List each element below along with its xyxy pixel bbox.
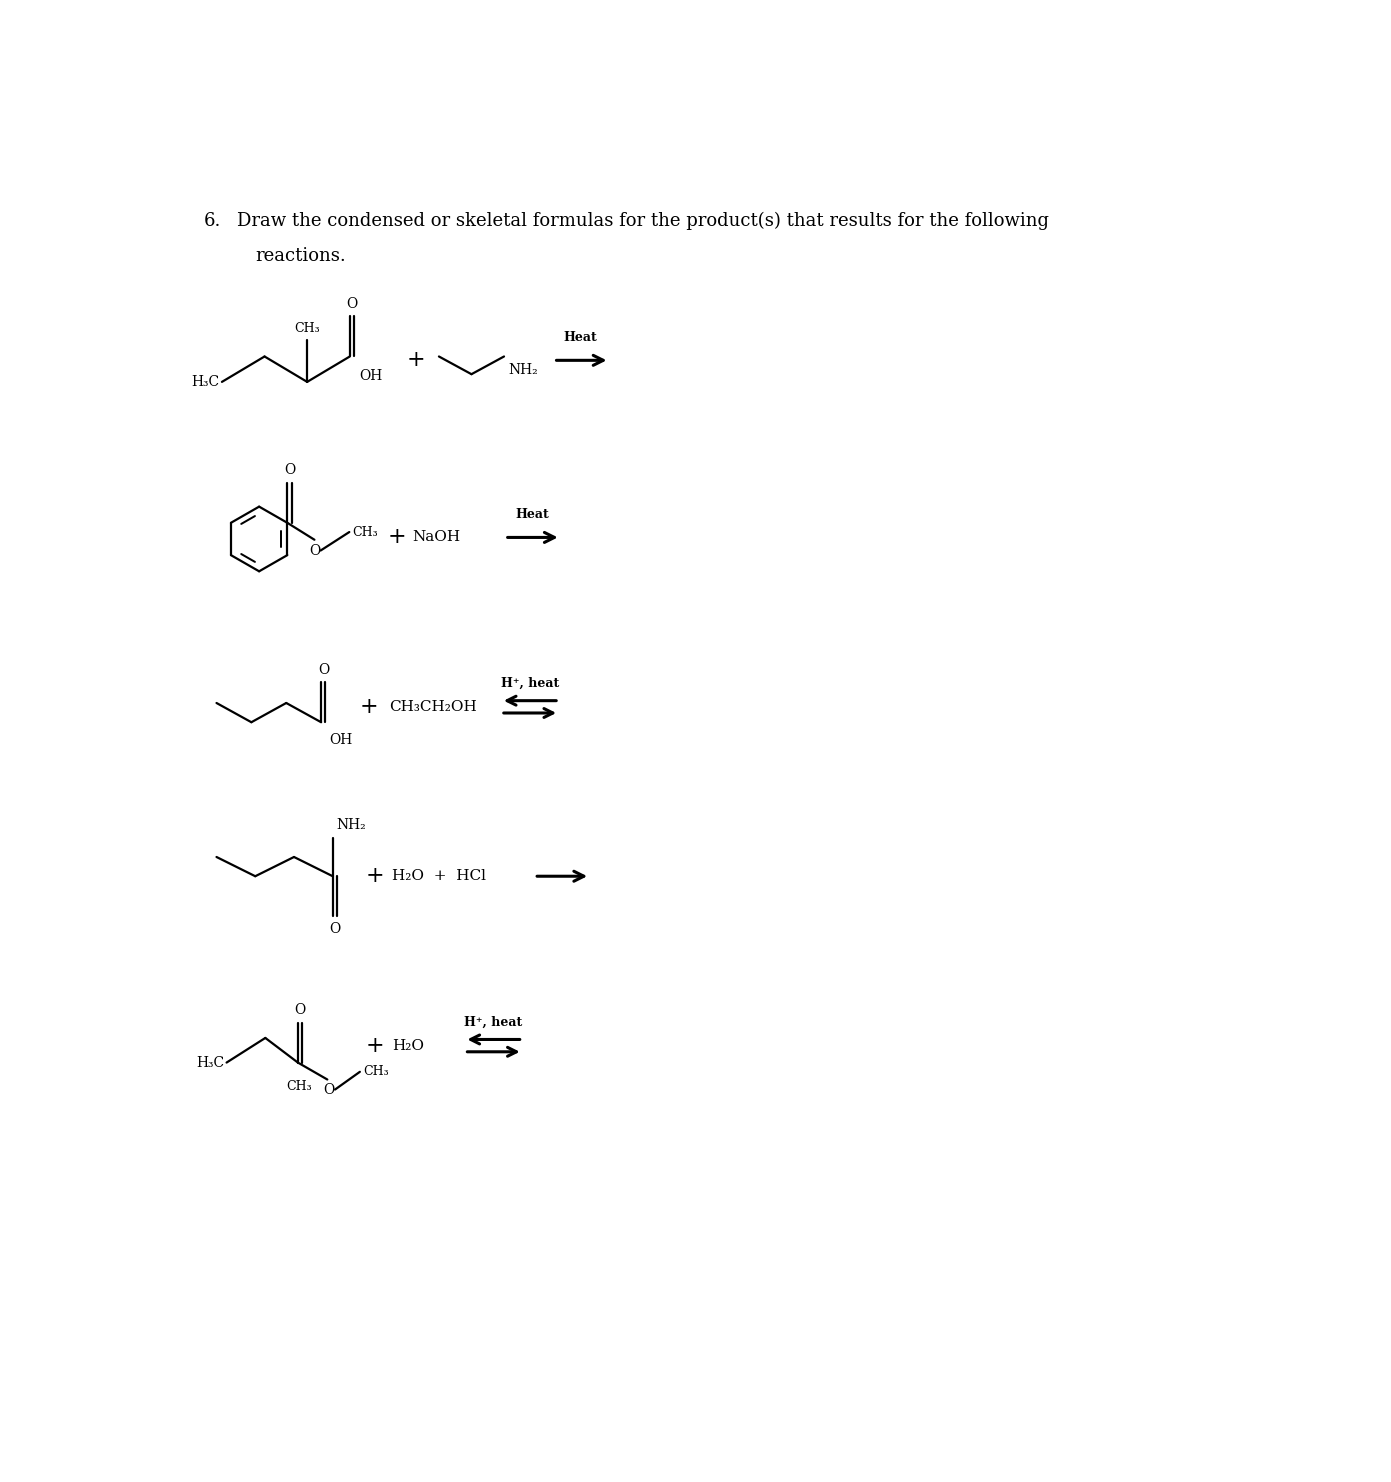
Text: Heat: Heat bbox=[515, 508, 549, 522]
Text: H₂O: H₂O bbox=[392, 1039, 424, 1052]
Text: O: O bbox=[295, 1003, 306, 1017]
Text: H⁺, heat: H⁺, heat bbox=[501, 677, 559, 691]
Text: CH₃: CH₃ bbox=[295, 322, 320, 335]
Text: +: + bbox=[406, 350, 426, 372]
Text: H₃C: H₃C bbox=[196, 1055, 224, 1070]
Text: O: O bbox=[330, 922, 341, 937]
Text: O: O bbox=[310, 544, 321, 559]
Text: CH₃: CH₃ bbox=[363, 1066, 388, 1079]
Text: NH₂: NH₂ bbox=[337, 818, 366, 831]
Text: O: O bbox=[284, 464, 295, 477]
Text: CH₃: CH₃ bbox=[352, 526, 378, 538]
Text: O: O bbox=[346, 296, 357, 311]
Text: OH: OH bbox=[328, 734, 352, 747]
Text: OH: OH bbox=[359, 369, 383, 382]
Text: H₂O  +  HCl: H₂O + HCl bbox=[392, 870, 487, 883]
Text: CH₃CH₂OH: CH₃CH₂OH bbox=[389, 700, 477, 714]
Text: Heat: Heat bbox=[563, 330, 598, 344]
Text: NH₂: NH₂ bbox=[509, 363, 538, 376]
Text: +: + bbox=[366, 865, 385, 888]
Text: CH₃: CH₃ bbox=[287, 1079, 312, 1092]
Text: reactions.: reactions. bbox=[256, 247, 346, 265]
Text: +: + bbox=[388, 526, 406, 548]
Text: Draw the condensed or skeletal formulas for the product(s) that results for the : Draw the condensed or skeletal formulas … bbox=[238, 212, 1049, 230]
Text: O: O bbox=[317, 662, 330, 677]
Text: NaOH: NaOH bbox=[413, 531, 460, 544]
Text: +: + bbox=[366, 1034, 385, 1057]
Text: H₃C: H₃C bbox=[192, 375, 220, 388]
Text: 6.: 6. bbox=[203, 212, 221, 230]
Text: H⁺, heat: H⁺, heat bbox=[465, 1015, 522, 1029]
Text: +: + bbox=[360, 697, 378, 717]
Text: O: O bbox=[323, 1082, 334, 1097]
